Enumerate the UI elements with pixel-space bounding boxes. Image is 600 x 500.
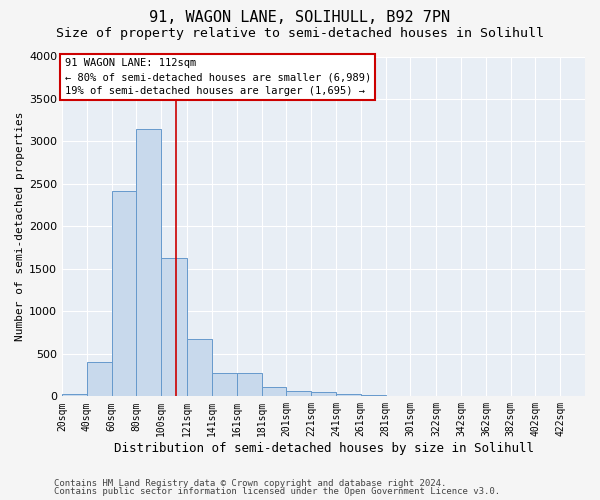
Bar bbox=[212, 372, 237, 396]
Text: 91 WAGON LANE: 112sqm
← 80% of semi-detached houses are smaller (6,989)
19% of s: 91 WAGON LANE: 112sqm ← 80% of semi-deta… bbox=[65, 58, 371, 96]
Bar bbox=[336, 394, 361, 396]
Bar bbox=[136, 128, 161, 396]
Bar bbox=[161, 258, 187, 396]
Text: Contains HM Land Registry data © Crown copyright and database right 2024.: Contains HM Land Registry data © Crown c… bbox=[54, 478, 446, 488]
Bar bbox=[237, 372, 262, 396]
Bar bbox=[62, 394, 87, 396]
Bar bbox=[87, 362, 112, 396]
Bar bbox=[187, 340, 212, 396]
Bar bbox=[286, 391, 311, 396]
Bar bbox=[311, 392, 336, 396]
X-axis label: Distribution of semi-detached houses by size in Solihull: Distribution of semi-detached houses by … bbox=[113, 442, 533, 455]
Y-axis label: Number of semi-detached properties: Number of semi-detached properties bbox=[15, 112, 25, 341]
Text: Contains public sector information licensed under the Open Government Licence v3: Contains public sector information licen… bbox=[54, 487, 500, 496]
Text: Size of property relative to semi-detached houses in Solihull: Size of property relative to semi-detach… bbox=[56, 28, 544, 40]
Bar bbox=[112, 190, 136, 396]
Text: 91, WAGON LANE, SOLIHULL, B92 7PN: 91, WAGON LANE, SOLIHULL, B92 7PN bbox=[149, 10, 451, 25]
Bar bbox=[262, 387, 286, 396]
